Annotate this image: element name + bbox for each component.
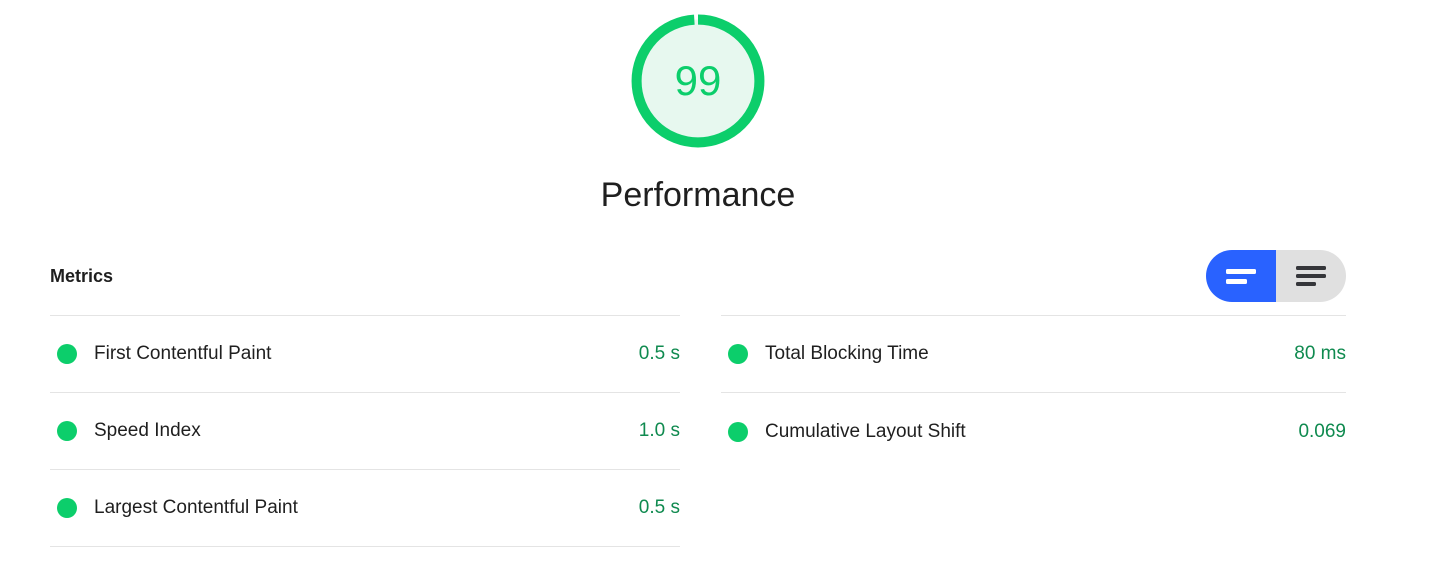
metric-value: 80 ms <box>1294 343 1346 364</box>
metric-value: 0.069 <box>1298 420 1346 442</box>
metric-value: 0.5 s <box>638 343 680 364</box>
gauge-arc <box>631 14 765 148</box>
category-gauge-area: 99 Performance <box>50 0 1346 212</box>
metric-status-pass-icon <box>57 498 77 518</box>
metrics-view-toggle <box>1206 250 1346 302</box>
metric-row: Largest Contentful Paint 0.5 s <box>50 470 680 547</box>
metrics-grid: First Contentful Paint 0.5 s Speed Index 1.… <box>50 315 1346 547</box>
metrics-column-right: Total Blocking Time 80 ms Cumulative Layou… <box>721 315 1346 547</box>
metric-value: 1.0 s <box>638 420 680 441</box>
metric-row: First Contentful Paint 0.5 s <box>50 316 680 393</box>
metric-name: Largest Contentful Paint <box>94 497 298 518</box>
gauge-fill-circle <box>636 19 760 143</box>
metric-name: First Contentful Paint <box>94 343 272 364</box>
toggle-expanded-view-button[interactable] <box>1276 250 1346 302</box>
performance-report: 99 Performance Metrics First Contentful … <box>50 0 1346 547</box>
metric-row: Total Blocking Time 80 ms <box>721 316 1346 393</box>
metrics-column-left: First Contentful Paint 0.5 s Speed Index 1.… <box>50 315 680 547</box>
performance-score-gauge[interactable]: 99 <box>631 14 765 148</box>
metric-name: Speed Index <box>94 420 201 441</box>
condensed-view-icon <box>1226 268 1256 284</box>
gauge-score-value: 99 <box>674 57 722 104</box>
metric-row: Cumulative Layout Shift 0.069 <box>721 393 1346 470</box>
metric-status-pass-icon <box>728 344 748 364</box>
metric-status-pass-icon <box>728 421 748 442</box>
metrics-header: Metrics <box>50 250 1346 302</box>
toggle-condensed-view-button[interactable] <box>1206 250 1276 302</box>
metric-row: Speed Index 1.0 s <box>50 393 680 470</box>
metric-value: 0.5 s <box>638 497 680 518</box>
metric-status-pass-icon <box>57 421 77 441</box>
gauge-ring-svg <box>631 14 765 148</box>
metric-name: Total Blocking Time <box>765 343 929 364</box>
metric-status-pass-icon <box>57 344 77 364</box>
metrics-heading: Metrics <box>50 265 114 286</box>
metric-name: Cumulative Layout Shift <box>765 420 966 442</box>
category-title[interactable]: Performance <box>600 176 796 214</box>
expanded-view-icon <box>1296 266 1326 286</box>
